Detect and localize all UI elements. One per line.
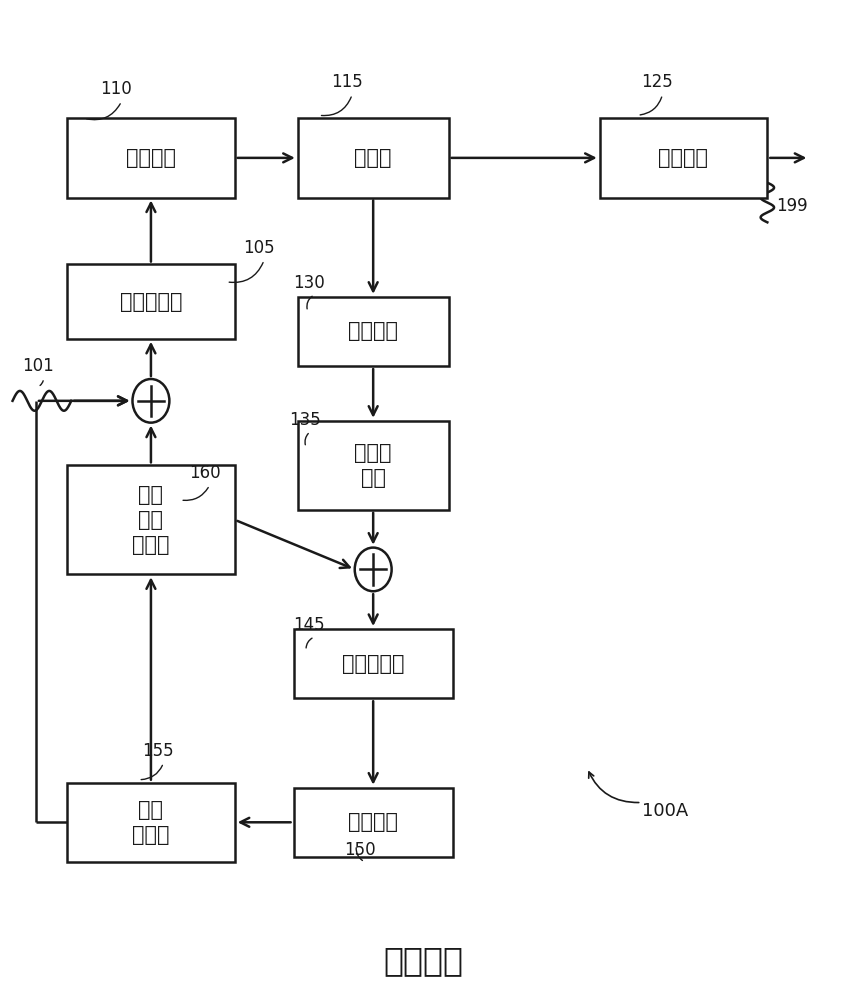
Bar bbox=[67, 783, 235, 862]
Text: 115: 115 bbox=[331, 73, 363, 91]
Text: 199: 199 bbox=[776, 197, 807, 215]
Text: 量化器: 量化器 bbox=[354, 148, 392, 168]
Circle shape bbox=[132, 379, 169, 423]
Bar bbox=[294, 788, 453, 857]
Bar bbox=[67, 118, 235, 198]
Text: 145: 145 bbox=[294, 616, 325, 634]
Text: 频谱变换: 频谱变换 bbox=[126, 148, 176, 168]
Text: 155: 155 bbox=[142, 742, 174, 760]
Bar bbox=[67, 264, 235, 339]
Text: 运动
预测器: 运动 预测器 bbox=[132, 800, 169, 845]
Text: 160: 160 bbox=[189, 464, 220, 482]
Text: 空间预测器: 空间预测器 bbox=[119, 292, 182, 312]
Text: 110: 110 bbox=[101, 80, 132, 98]
Bar bbox=[294, 629, 453, 698]
Circle shape bbox=[355, 548, 391, 591]
Bar bbox=[297, 421, 449, 510]
Text: 解块处理器: 解块处理器 bbox=[342, 654, 404, 674]
Text: 105: 105 bbox=[243, 239, 274, 257]
Text: 150: 150 bbox=[344, 841, 375, 859]
Bar bbox=[297, 297, 449, 366]
Text: 135: 135 bbox=[290, 411, 321, 429]
Text: 熵编码器: 熵编码器 bbox=[658, 148, 708, 168]
Text: 100A: 100A bbox=[641, 802, 688, 820]
Text: 编码
模式
选择器: 编码 模式 选择器 bbox=[132, 485, 169, 555]
Text: 130: 130 bbox=[294, 274, 325, 292]
Text: 现有技术: 现有技术 bbox=[384, 945, 463, 978]
Text: 帧存储器: 帧存储器 bbox=[348, 812, 398, 832]
Text: 解量化器: 解量化器 bbox=[348, 321, 398, 341]
Text: 125: 125 bbox=[641, 73, 673, 91]
Bar bbox=[67, 465, 235, 574]
Text: 反频谱
变换: 反频谱 变换 bbox=[354, 443, 392, 488]
Bar bbox=[297, 118, 449, 198]
Text: 101: 101 bbox=[23, 357, 54, 375]
Bar bbox=[600, 118, 767, 198]
